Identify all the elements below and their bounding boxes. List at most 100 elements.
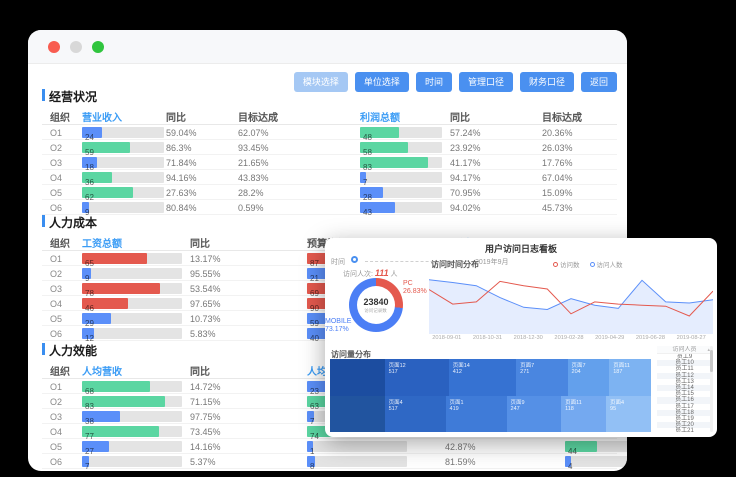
visitor-list-header: 访问人员 ▴ [657, 346, 712, 354]
percent-value: 5.83% [190, 329, 216, 339]
org-label: O6 [50, 203, 63, 213]
heatmap-cell[interactable]: 页面4 95 [606, 395, 651, 432]
metric-bar-value: 36 [85, 178, 94, 187]
legend-item[interactable]: 访问人数 [589, 259, 623, 269]
column-header: 组织 [50, 367, 70, 378]
heatmap-title: 访问量分布 [331, 350, 371, 359]
section-operating-status: 经营状况 组织 营业收入 同比 目标达成 利润总额 同比 目标达成 O1 24 59.04% 62… [42, 88, 617, 217]
column-header: 组织 [50, 113, 70, 124]
x-axis-tick: 2018-12-30 [513, 335, 543, 341]
metric-bar: 58 [360, 142, 442, 157]
device-donut-chart[interactable]: 23840 访问记录数 [349, 278, 403, 332]
visitor-list-item[interactable]: 员工15 [675, 391, 694, 398]
percent-value: 71.15% [190, 397, 221, 407]
metric-bar-value: 4 [568, 462, 573, 471]
visitor-list-item[interactable]: 员工21 [675, 428, 694, 432]
percent-value: 94.16% [166, 173, 197, 183]
column-header[interactable]: 工资总额 [82, 239, 122, 250]
heatmap-cell[interactable]: 页面11 187 [609, 359, 651, 396]
visitor-list-item[interactable]: 员工9 [676, 354, 693, 360]
window-titlebar [28, 30, 627, 64]
metric-bar: 29 [82, 313, 182, 328]
maximize-window-icon[interactable] [92, 41, 104, 53]
metric-bar-fill: 24 [82, 127, 102, 142]
metric-bar: 7 [360, 172, 442, 187]
heatmap-cell-label: 页面11 118 [565, 399, 582, 412]
heatmap-cell-label: 页面11 187 [613, 363, 630, 375]
heatmap-cell[interactable]: 页面7 271 [516, 359, 568, 396]
visitor-list-item[interactable]: 员工11 [675, 366, 694, 373]
sort-icon[interactable]: ▴ [707, 347, 710, 353]
metric-bar: 24 [82, 127, 164, 142]
heatmap-cell[interactable]: 页面14 412 [448, 359, 517, 396]
heatmap-cell[interactable]: 页面1 419 [445, 395, 507, 432]
heatmap-cell[interactable]: 页面9 247 [506, 395, 562, 432]
visitor-list-item[interactable]: 员工10 [657, 360, 712, 367]
metric-bar: 77 [82, 426, 182, 441]
percent-value: 21.65% [238, 158, 269, 168]
metric-bar-value: 40 [310, 334, 319, 343]
metric-bar-value: 78 [85, 289, 94, 298]
visitor-list-item[interactable]: 员工13 [675, 378, 694, 385]
percent-value: 67.04% [542, 173, 573, 183]
percent-value: 57.24% [450, 128, 481, 138]
toolbar-button[interactable]: 返回 [580, 72, 617, 92]
visitor-list-item[interactable]: 员工16 [657, 397, 712, 404]
metric-bar-fill: 23 [307, 381, 330, 396]
column-header[interactable]: 利润总额 [360, 113, 400, 124]
table-row: O1 24 59.04% 62.07% 48 57.24% 20.36% [42, 125, 617, 142]
visitor-list-item[interactable]: 员工12 [657, 372, 712, 379]
metric-bar-value: 48 [363, 133, 372, 142]
visitor-list-item[interactable]: 员工14 [657, 384, 712, 392]
time-slider-track[interactable] [365, 261, 469, 262]
heatmap-cell[interactable]: 页面12 517 [384, 359, 449, 396]
visitor-list-item[interactable]: 员工20 [657, 422, 712, 429]
close-window-icon[interactable] [48, 41, 60, 53]
visitor-list-item[interactable]: 员工19 [675, 415, 694, 422]
org-label: O4 [50, 427, 63, 437]
visitor-list-scrollbar[interactable] [710, 346, 713, 432]
visitor-list-item[interactable]: 员工18 [657, 409, 712, 416]
column-header[interactable]: 人均营收 [82, 367, 122, 378]
percent-value: 27.63% [166, 188, 197, 198]
percent-value: 14.16% [190, 442, 221, 452]
table-body: O1 24 59.04% 62.07% 48 57.24% 20.36% O2 59 86.3% 9… [42, 125, 617, 217]
toolbar-button[interactable]: 财务口径 [519, 72, 574, 92]
org-label: O2 [50, 269, 63, 279]
metric-bar-fill: 4 [565, 456, 572, 471]
toolbar-button[interactable]: 时间 [415, 72, 452, 92]
minimize-window-icon[interactable] [70, 41, 82, 53]
column-header: 同比 [190, 239, 210, 250]
heatmap-cell-label: 页面14 412 [452, 363, 470, 375]
legend-item[interactable]: 访问数 [553, 259, 580, 269]
metric-bar-fill: 7 [82, 456, 89, 471]
heatmap-cell[interactable] [330, 359, 385, 396]
column-header: 同比 [450, 113, 470, 124]
metric-bar: 38 [82, 411, 182, 426]
heatmap-cell[interactable] [330, 395, 385, 432]
org-label: O2 [50, 143, 63, 153]
metric-bar-fill: 7 [307, 411, 314, 426]
metric-bar-value: 7 [363, 178, 368, 187]
metric-bar: 83 [360, 157, 442, 172]
heatmap-cell[interactable]: 页面4 517 [384, 395, 446, 432]
heatmap-cell[interactable]: 页面7 204 [567, 359, 610, 396]
toolbar-button[interactable]: 模块选择 [293, 72, 348, 92]
percent-value: 43.83% [238, 173, 269, 183]
time-slider-handle[interactable] [351, 256, 358, 263]
metric-bar-value: 69 [310, 289, 319, 298]
toolbar-button[interactable]: 单位选择 [354, 72, 409, 92]
metric-bar-fill: 62 [82, 187, 133, 202]
metric-bar-value: 21 [310, 274, 319, 283]
heatmap-cell[interactable]: 页面11 118 [561, 395, 607, 432]
metric-bar-fill: 43 [360, 202, 396, 217]
toolbar-button[interactable]: 管理口径 [458, 72, 513, 92]
visitor-list-item[interactable]: 员工17 [675, 403, 694, 410]
column-header: 同比 [190, 367, 210, 378]
metric-bar-value: 83 [85, 402, 94, 411]
line-chart[interactable] [428, 268, 714, 339]
column-header[interactable]: 营业收入 [82, 113, 122, 124]
metric-bar-value: 7 [85, 462, 90, 471]
metric-bar-value: 9 [85, 274, 90, 283]
metric-bar-value: 65 [85, 259, 94, 268]
